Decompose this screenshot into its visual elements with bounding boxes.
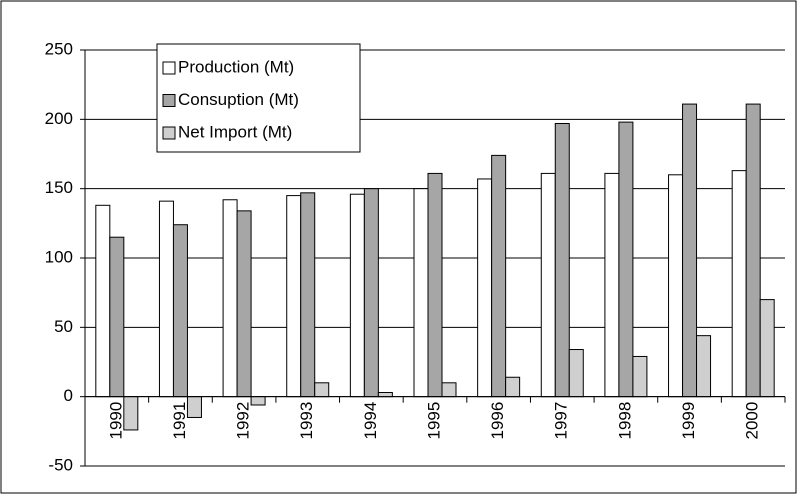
legend: Production (Mt) Consuption (Mt) Net Import… (156, 43, 361, 153)
bar (186, 396, 202, 418)
y-tick-label: 200 (45, 109, 73, 128)
bar (696, 335, 712, 398)
x-tick-label: 1999 (679, 402, 698, 440)
bar (413, 188, 429, 398)
bar (505, 376, 521, 398)
bar (441, 382, 457, 398)
x-tick-label: 1996 (488, 402, 507, 440)
y-tick-label: 150 (45, 178, 73, 197)
legend-box (156, 43, 361, 153)
y-tick-label: 50 (54, 317, 73, 336)
bar (477, 178, 493, 398)
bar (731, 170, 747, 398)
bar (349, 193, 365, 398)
legend-swatch (162, 126, 176, 140)
legend-label: Net Import (Mt) (178, 122, 292, 141)
bar (618, 121, 634, 398)
bar (300, 192, 316, 398)
bar (377, 392, 393, 398)
bar (314, 382, 330, 398)
y-tick-label: 0 (64, 386, 73, 405)
x-tick-label: 1991 (170, 402, 189, 440)
bar (172, 224, 188, 398)
bar (632, 355, 648, 398)
y-tick-label: 100 (45, 247, 73, 266)
bar (222, 199, 238, 398)
bar (236, 210, 252, 398)
bar (286, 195, 302, 398)
bar (109, 236, 125, 398)
x-tick-label: 2000 (743, 402, 762, 440)
bar (123, 396, 139, 431)
legend-swatch (162, 94, 176, 107)
bar (95, 204, 111, 398)
y-tick-label: -50 (48, 455, 73, 474)
bar (604, 172, 620, 398)
x-tick-label: 1994 (361, 402, 380, 440)
x-tick-label: 1993 (297, 402, 316, 440)
x-tick-label: 1992 (234, 402, 253, 440)
bar (759, 299, 775, 398)
x-tick-label: 1990 (106, 402, 125, 440)
bar (540, 172, 556, 398)
bar (745, 103, 761, 398)
bar (554, 122, 570, 398)
bar (427, 172, 443, 398)
x-tick-label: 1997 (552, 402, 571, 440)
legend-swatch (162, 61, 176, 75)
legend-label: Consuption (Mt) (178, 90, 299, 109)
bar (568, 349, 584, 398)
bar (363, 188, 379, 398)
bar (158, 200, 174, 398)
x-tick-label: 1995 (424, 402, 443, 440)
y-tick-label: 250 (45, 39, 73, 58)
bar (668, 174, 684, 398)
legend-label: Production (Mt) (178, 57, 294, 76)
bar (491, 154, 507, 398)
x-tick-label: 1998 (615, 402, 634, 440)
bar (682, 103, 698, 398)
bar (250, 396, 266, 406)
